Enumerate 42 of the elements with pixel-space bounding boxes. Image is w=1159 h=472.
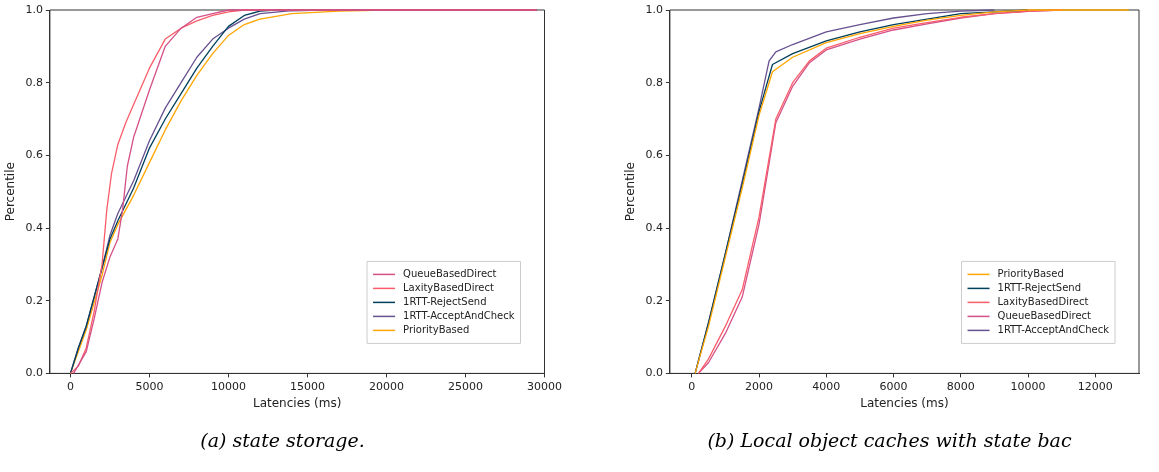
- legend-label: 1RTT-RejectSend: [997, 281, 1082, 293]
- y-tick-label: 0.4: [645, 220, 663, 234]
- legend-label: 1RTT-AcceptAndCheck: [997, 323, 1110, 335]
- x-tick-label: 25000: [447, 379, 483, 393]
- legend-label: QueueBasedDirect: [403, 267, 497, 279]
- x-tick-label: 6000: [879, 379, 908, 393]
- legend-label: 1RTT-AcceptAndCheck: [403, 309, 515, 321]
- y-axis-title: Percentile: [3, 162, 18, 222]
- legend-label: 1RTT-RejectSend: [403, 295, 487, 307]
- x-axis-title: Latencies (ms): [252, 395, 342, 410]
- y-tick-label: 0.2: [25, 293, 43, 307]
- x-tick-label: 30000: [527, 379, 562, 393]
- x-tick-label: 2000: [745, 379, 774, 393]
- x-axis-title: Latencies (ms): [860, 395, 949, 410]
- y-tick-label: 0.6: [25, 148, 43, 162]
- x-tick-label: 4000: [812, 379, 841, 393]
- x-tick-label: 10000: [210, 379, 246, 393]
- y-tick-label: 0.8: [25, 75, 43, 89]
- y-tick-label: 0.8: [645, 75, 663, 89]
- x-tick-label: 0: [66, 379, 74, 393]
- x-tick-label: 10000: [1010, 379, 1046, 393]
- y-tick-label: 0.0: [25, 366, 43, 380]
- y-tick-label: 0.6: [645, 148, 663, 162]
- x-tick-label: 20000: [368, 379, 404, 393]
- x-tick-label: 5000: [135, 379, 164, 393]
- y-tick-label: 0.2: [645, 293, 663, 307]
- y-tick-label: 1.0: [25, 2, 43, 16]
- text: (b) Local object caches with state bac: [706, 429, 1073, 451]
- y-tick-label: 1.0: [645, 2, 663, 16]
- legend-label: LaxityBasedDirect: [403, 281, 494, 293]
- x-tick-label: 0: [688, 379, 696, 393]
- y-axis-title: Percentile: [623, 162, 638, 222]
- legend-label: PriorityBased: [403, 323, 470, 335]
- text: (a) state storage.: [199, 429, 366, 451]
- x-tick-label: 15000: [289, 379, 325, 393]
- x-tick-label: 12000: [1077, 379, 1113, 393]
- legend-label: PriorityBased: [997, 267, 1064, 279]
- y-tick-label: 0.0: [645, 366, 663, 380]
- x-tick-label: 8000: [946, 379, 975, 393]
- legend-label: LaxityBasedDirect: [997, 295, 1089, 307]
- legend-label: QueueBasedDirect: [997, 309, 1092, 321]
- y-tick-label: 0.4: [25, 220, 43, 234]
